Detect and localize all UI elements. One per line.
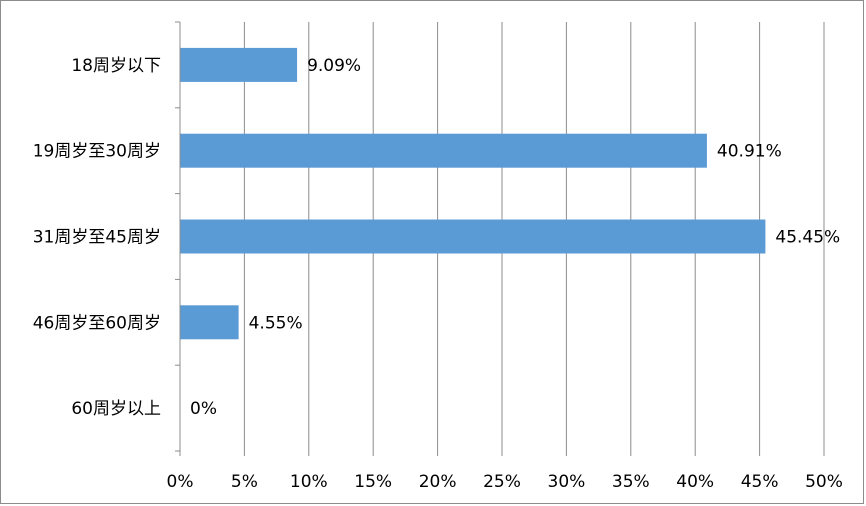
category-label: 46周岁至60周岁 — [33, 313, 161, 333]
label-layer: 0% 5% 10% 15% 20% 25% 30% 35% 40% 45% 50% 18周岁以下 9.0… — [33, 56, 843, 492]
x-tick-label: 50% — [805, 472, 843, 492]
category-label: 19周岁至30周岁 — [33, 142, 161, 162]
x-tick-label: 10% — [290, 472, 328, 492]
data-label: 0% — [190, 399, 217, 419]
x-tick-label: 5% — [231, 472, 258, 492]
x-tick-label: 0% — [167, 472, 194, 492]
data-label: 4.55% — [249, 313, 303, 333]
x-tick-label: 40% — [676, 472, 714, 492]
category-label: 18周岁以下 — [71, 56, 161, 76]
bar — [180, 305, 239, 340]
bar — [180, 219, 766, 254]
category-label: 60周岁以上 — [71, 399, 161, 419]
bar-layer — [180, 47, 766, 340]
x-tick-label: 15% — [354, 472, 392, 492]
data-label: 9.09% — [307, 56, 361, 76]
data-label: 40.91% — [717, 142, 782, 162]
bar — [180, 47, 298, 82]
x-tick-label: 30% — [548, 472, 586, 492]
data-label: 45.45% — [775, 228, 840, 248]
axis-layer — [175, 21, 825, 456]
category-label: 31周岁至45周岁 — [33, 228, 161, 248]
x-tick-label: 45% — [741, 472, 779, 492]
x-tick-label: 25% — [483, 472, 521, 492]
x-tick-label: 35% — [612, 472, 650, 492]
x-tick-label: 20% — [419, 472, 457, 492]
bar — [180, 133, 707, 168]
